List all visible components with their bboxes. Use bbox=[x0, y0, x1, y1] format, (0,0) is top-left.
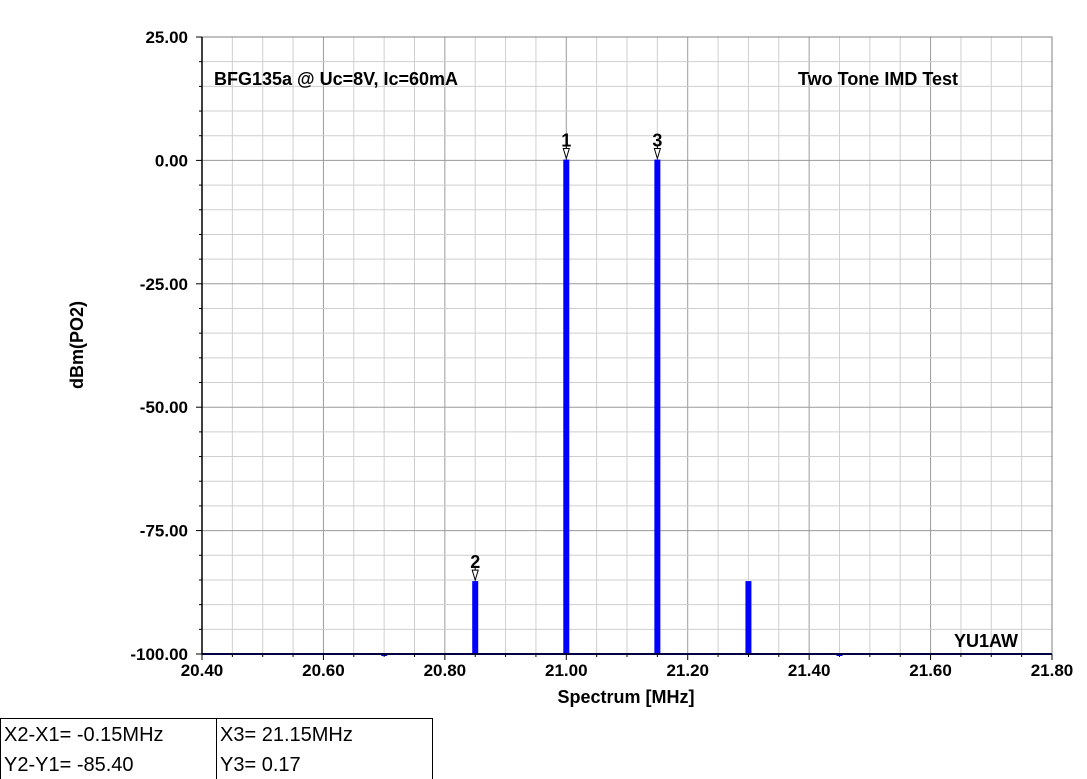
x-tick-label: 21.20 bbox=[666, 661, 709, 680]
readout-marker3-y: Y3= 0.17 bbox=[220, 754, 301, 776]
y-tick-label: -50.00 bbox=[140, 398, 188, 417]
x-tick-label: 21.00 bbox=[545, 661, 588, 680]
marker-readout-table: X2-X1= -0.15MHz Y2-Y1= -85.40 X3= 21.15M… bbox=[0, 718, 433, 779]
x-tick-label: 20.80 bbox=[424, 661, 467, 680]
marker-label: 3 bbox=[652, 131, 662, 151]
readout-delta-y: Y2-Y1= -85.40 bbox=[4, 754, 134, 776]
y-tick-label: -75.00 bbox=[140, 522, 188, 541]
x-tick-label: 21.60 bbox=[909, 661, 952, 680]
y-tick-label: 25.00 bbox=[145, 28, 188, 47]
marker-label: 2 bbox=[470, 552, 480, 572]
x-axis-label: Spectrum [MHz] bbox=[557, 687, 694, 707]
imd-spectrum-chart: 123 20.40 20.60 20.80 21.00 21.20 21.40 21.60 2… bbox=[67, 28, 1073, 707]
x-tick-label: 20.40 bbox=[181, 661, 224, 680]
spectrum-bar bbox=[563, 159, 570, 654]
axes bbox=[196, 36, 1053, 660]
y-axis-label: dBm(PO2) bbox=[67, 301, 87, 389]
readout-marker3-column: X3= 21.15MHz Y3= 0.17 bbox=[217, 719, 432, 779]
readout-delta-x: X2-X1= -0.15MHz bbox=[4, 724, 164, 746]
x-tick-label: 21.40 bbox=[788, 661, 831, 680]
spectrum-bar bbox=[472, 581, 479, 654]
spectrum-bar bbox=[745, 581, 752, 654]
chart-title-left: BFG135a @ Uc=8V, Ic=60mA bbox=[214, 69, 458, 89]
watermark-label: YU1AW bbox=[954, 631, 1018, 651]
spectrum-bar bbox=[654, 159, 661, 654]
readout-marker3-x: X3= 21.15MHz bbox=[220, 724, 353, 746]
chart-title-right: Two Tone IMD Test bbox=[798, 69, 958, 89]
markers: 1 2 3 bbox=[470, 131, 662, 582]
y-tick-label: -25.00 bbox=[140, 275, 188, 294]
y-tick-label: 0.00 bbox=[155, 151, 188, 170]
grid bbox=[201, 36, 1053, 655]
y-tick-label: -100.00 bbox=[130, 645, 188, 664]
readout-delta-column: X2-X1= -0.15MHz Y2-Y1= -85.40 bbox=[1, 719, 217, 779]
marker-label: 1 bbox=[561, 131, 571, 151]
x-tick-label: 21.80 bbox=[1031, 661, 1074, 680]
tick-labels: 20.40 20.60 20.80 21.00 21.20 21.40 21.60 21.80… bbox=[130, 28, 1073, 680]
x-tick-label: 20.60 bbox=[302, 661, 345, 680]
